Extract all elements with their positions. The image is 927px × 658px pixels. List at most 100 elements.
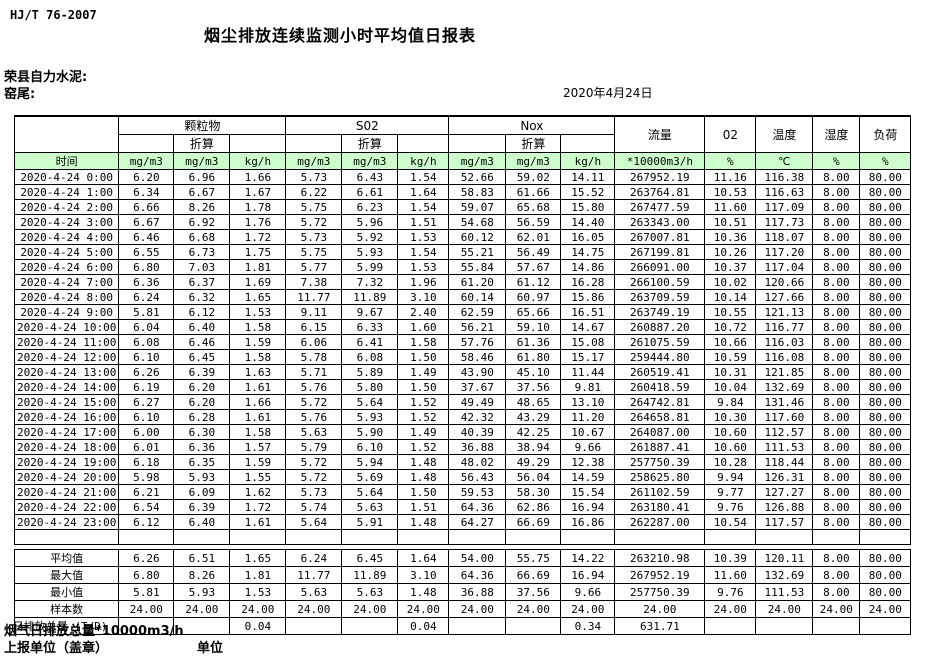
value-cell: 1.75: [229, 244, 287, 260]
value-cell: 54.68: [448, 214, 507, 230]
value-cell: 10.02: [704, 274, 757, 290]
value-cell: 43.29: [505, 409, 562, 425]
value-cell: 1.48: [397, 514, 450, 530]
value-cell: 80.00: [859, 379, 912, 395]
value-cell: 8.00: [812, 469, 861, 485]
value-cell: 66.69: [505, 514, 562, 530]
value-cell: 1.54: [397, 169, 450, 185]
value-cell: 6.34: [118, 184, 175, 200]
summary-value-cell: 36.88: [448, 583, 507, 601]
value-cell: 80.00: [859, 484, 912, 500]
unit-header: *10000m3/h: [614, 152, 706, 170]
value-cell: 62.59: [448, 304, 507, 320]
value-cell: 267199.81: [614, 244, 706, 260]
time-cell: 2020-4-24 13:00: [13, 364, 120, 380]
value-cell: 259444.80: [614, 349, 706, 365]
unit-header: ℃: [755, 152, 814, 170]
value-cell: 263764.81: [614, 184, 706, 200]
value-cell: 80.00: [859, 244, 912, 260]
value-cell: 59.07: [448, 199, 507, 215]
value-cell: 5.99: [341, 259, 399, 275]
empty-cell: [118, 529, 175, 545]
value-cell: 7.32: [341, 274, 399, 290]
summary-value-cell: 24.00: [448, 600, 507, 618]
value-cell: 5.71: [285, 364, 343, 380]
subheader-spacer: [285, 134, 343, 153]
empty-cell: [285, 529, 343, 545]
value-cell: 10.54: [704, 514, 757, 530]
summary-value-cell: 631.71: [614, 617, 706, 635]
value-cell: 80.00: [859, 469, 912, 485]
value-cell: 10.30: [704, 409, 757, 425]
value-cell: 59.53: [448, 484, 507, 500]
value-cell: 10.67: [560, 424, 616, 440]
unit-label: 单位: [197, 641, 224, 656]
summary-value-cell: 24.00: [614, 600, 706, 618]
flue-gas-total-note: 烟气日排放总量*10000m3/h: [4, 624, 184, 639]
value-cell: 14.11: [560, 169, 616, 185]
value-cell: 1.54: [397, 244, 450, 260]
unit-header: mg/m3: [118, 152, 175, 170]
value-cell: 117.04: [755, 259, 814, 275]
value-cell: 56.43: [448, 469, 507, 485]
converted-header: 折算: [341, 134, 399, 153]
value-cell: 1.48: [397, 454, 450, 470]
value-cell: 80.00: [859, 409, 912, 425]
value-cell: 48.02: [448, 454, 507, 470]
unit-header: %: [704, 152, 757, 170]
value-cell: 5.90: [341, 424, 399, 440]
value-cell: 6.46: [118, 229, 175, 245]
summary-label: 最小值: [13, 583, 120, 601]
summary-value-cell: 24.00: [704, 600, 757, 618]
value-cell: 6.00: [118, 424, 175, 440]
section-label: 窑尾:: [4, 87, 36, 102]
value-cell: 263709.59: [614, 289, 706, 305]
value-cell: 116.03: [755, 334, 814, 350]
value-cell: 1.96: [397, 274, 450, 290]
value-cell: 6.33: [341, 319, 399, 335]
empty-cell: [229, 529, 287, 545]
unit-header: mg/m3: [173, 152, 231, 170]
value-cell: 5.64: [341, 484, 399, 500]
value-cell: 57.67: [505, 259, 562, 275]
table-row: 2020-4-24 3:00 6.67 6.92 1.76 5.72 5.96 1.51 54…: [13, 214, 912, 230]
value-cell: 264087.00: [614, 424, 706, 440]
value-cell: 267477.59: [614, 199, 706, 215]
unit-header: kg/h: [560, 152, 616, 170]
summary-value-cell: 9.66: [560, 583, 616, 601]
value-cell: 267952.19: [614, 169, 706, 185]
summary-value-cell: 24.00: [118, 600, 175, 618]
value-cell: 9.81: [560, 379, 616, 395]
value-cell: 8.00: [812, 289, 861, 305]
value-cell: 6.15: [285, 319, 343, 335]
value-cell: 14.86: [560, 259, 616, 275]
subheader-spacer: [118, 134, 175, 153]
summary-value-cell: 37.56: [505, 583, 562, 601]
value-cell: 10.37: [704, 259, 757, 275]
value-cell: 8.00: [812, 304, 861, 320]
empty-cell: [13, 529, 120, 545]
value-cell: 10.04: [704, 379, 757, 395]
value-cell: 6.39: [173, 364, 231, 380]
value-cell: 10.60: [704, 439, 757, 455]
value-cell: 5.75: [285, 244, 343, 260]
value-cell: 263343.00: [614, 214, 706, 230]
value-cell: 56.49: [505, 244, 562, 260]
summary-value-cell: 111.53: [755, 583, 814, 601]
value-cell: 60.97: [505, 289, 562, 305]
value-cell: 10.51: [704, 214, 757, 230]
table-row: 2020-4-24 12:00 6.10 6.45 1.58 5.78 6.08 1.50 5…: [13, 349, 912, 365]
summary-label: 平均值: [13, 549, 120, 567]
value-cell: 62.86: [505, 499, 562, 515]
value-cell: 6.30: [173, 424, 231, 440]
value-cell: 260887.20: [614, 319, 706, 335]
unit-header: kg/h: [397, 152, 450, 170]
value-cell: 5.78: [285, 349, 343, 365]
value-cell: 6.20: [173, 394, 231, 410]
summary-value-cell: [704, 617, 757, 635]
value-cell: 1.50: [397, 484, 450, 500]
summary-value-cell: 24.00: [505, 600, 562, 618]
value-cell: 260418.59: [614, 379, 706, 395]
value-cell: 56.04: [505, 469, 562, 485]
